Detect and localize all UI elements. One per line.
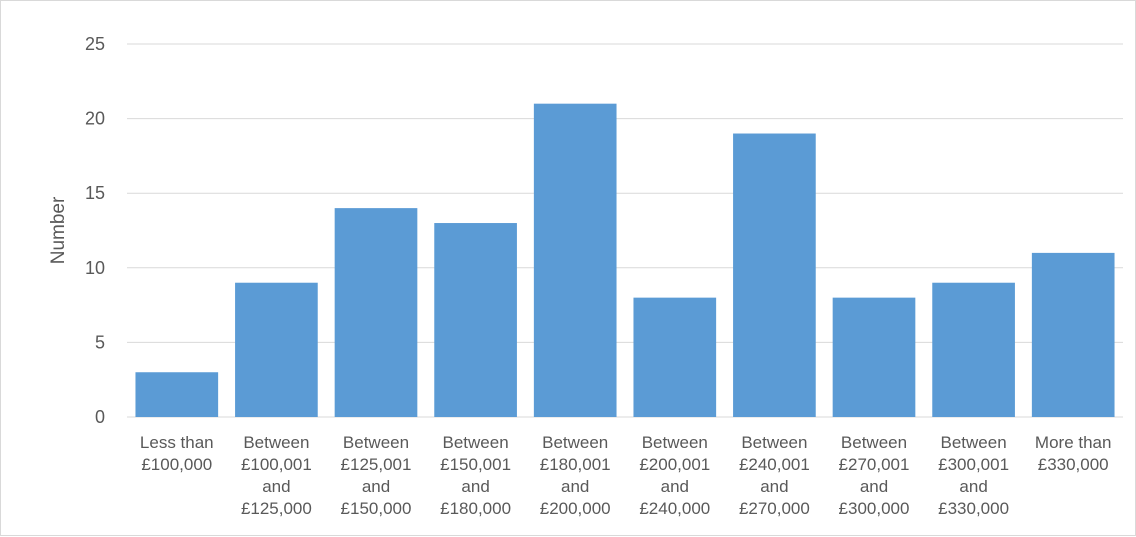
bar-6 [633,297,717,417]
y-tick-label: 25 [85,34,105,54]
bar-5 [533,103,617,418]
bar-1 [135,372,219,417]
x-tick-label-line: £180,000 [440,499,511,518]
x-tick-label-line: and [561,477,589,496]
x-tick-label-line: Between [741,433,807,452]
x-tick-label: Between £300,001 and £330,000 [938,433,1009,518]
x-tick-label-line: and [760,477,788,496]
x-tick-label-line: £330,000 [1038,455,1109,474]
x-tick-label-line: More than [1035,433,1112,452]
x-tick-label-line: £180,001 [540,455,611,474]
x-tick-label-line: £330,000 [938,499,1009,518]
x-tick-label-line: £125,000 [241,499,312,518]
x-tick-label-line: Between [443,433,509,452]
x-tick-label-line: and [461,477,489,496]
x-tick-label-line: and [262,477,290,496]
x-tick-label-line: £270,000 [739,499,810,518]
x-tick-label-line: £300,001 [938,455,1009,474]
x-tick-labels: Less than £100,000 Between £100,001 and £125,… [140,433,1112,518]
bar-9 [932,282,1015,417]
x-tick-label-line: and [362,477,390,496]
bar-8 [832,297,916,417]
x-tick-label: Between £150,001 and £180,000 [440,433,511,518]
y-tick-label: 5 [95,332,105,352]
x-tick-label-line: Between [841,433,907,452]
y-tick-label: 0 [95,407,105,427]
x-tick-label: Between £240,001 and £270,000 [739,433,810,518]
y-tick-label: 15 [85,183,105,203]
x-tick-label: Between £270,001 and £300,000 [839,433,910,518]
x-tick-label-line: £150,001 [440,455,511,474]
x-tick-label: Between £180,001 and £200,000 [540,433,611,518]
y-tick-labels: 0 5 10 15 20 25 [85,34,105,427]
x-tick-label-line: £100,000 [141,455,212,474]
y-tick-label: 10 [85,258,105,278]
x-tick-label: Between £200,001 and £240,000 [639,433,710,518]
x-tick-label-line: £125,001 [341,455,412,474]
x-tick-label-line: £240,001 [739,455,810,474]
y-axis-label: Number [48,196,69,264]
x-tick-label-line: £150,000 [341,499,412,518]
bar-2 [235,282,318,417]
y-tick-label: 20 [85,109,105,129]
bar-4 [434,223,517,417]
x-tick-label-line: £200,000 [540,499,611,518]
x-tick-label-line: and [860,477,888,496]
bar-3 [334,208,418,417]
x-tick-label-line: and [959,477,987,496]
x-tick-label: More than £330,000 [1035,433,1112,474]
bar-7 [733,133,816,417]
x-tick-label-line: Less than [140,433,214,452]
x-tick-label-line: £300,000 [839,499,910,518]
x-tick-label-line: £100,001 [241,455,312,474]
bar-10 [1031,252,1115,417]
x-tick-label: Between £125,001 and £150,000 [341,433,412,518]
x-tick-label-line: Between [542,433,608,452]
x-tick-label-line: Between [941,433,1007,452]
x-tick-label-line: Between [343,433,409,452]
x-tick-label-line: £240,000 [639,499,710,518]
x-tick-label-line: Between [642,433,708,452]
x-tick-label: Between £100,001 and £125,000 [241,433,312,518]
bars [135,103,1115,418]
x-tick-label-line: £270,001 [839,455,910,474]
x-tick-label-line: Between [243,433,309,452]
x-tick-label-line: and [661,477,689,496]
x-tick-label-line: £200,001 [639,455,710,474]
x-tick-label: Less than £100,000 [140,433,214,474]
